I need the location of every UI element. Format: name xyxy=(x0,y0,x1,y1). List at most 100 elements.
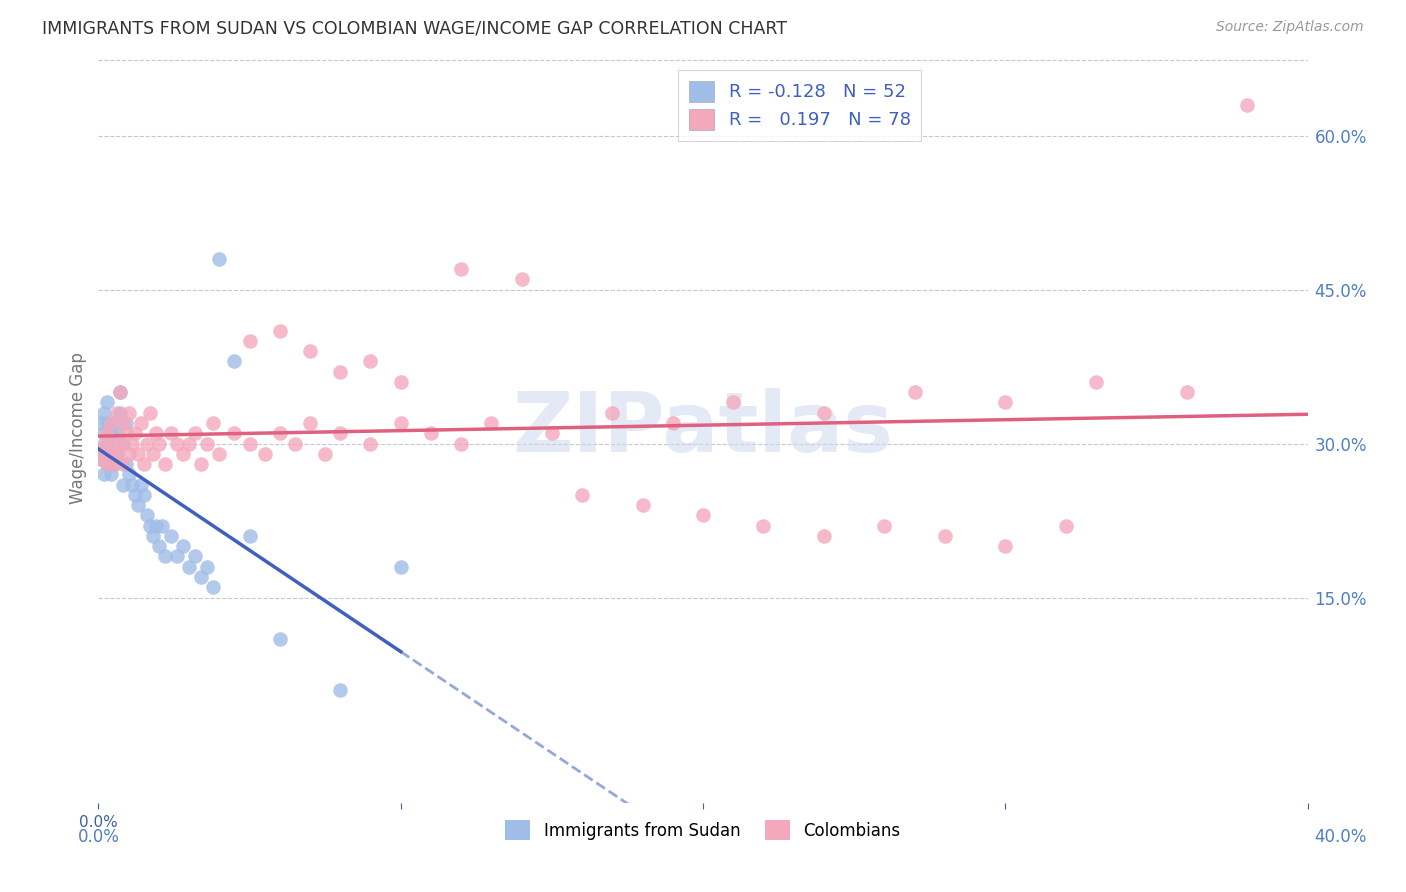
Point xyxy=(195,436,218,450)
Point xyxy=(111,436,134,450)
Point xyxy=(96,457,118,471)
Point xyxy=(111,457,134,471)
Point xyxy=(142,529,165,543)
Point xyxy=(160,529,183,543)
Point xyxy=(450,436,472,450)
Point xyxy=(148,539,170,553)
Legend: Immigrants from Sudan, Colombians: Immigrants from Sudan, Colombians xyxy=(499,814,907,847)
Point xyxy=(108,385,131,400)
Point xyxy=(184,549,207,564)
Point xyxy=(124,488,146,502)
Point xyxy=(148,436,170,450)
Point xyxy=(105,447,128,461)
Point xyxy=(93,447,115,461)
Point xyxy=(103,457,125,471)
Text: ZIPatlas: ZIPatlas xyxy=(513,388,893,468)
Point xyxy=(132,457,155,471)
Point xyxy=(571,488,593,502)
Point xyxy=(108,406,131,420)
Point xyxy=(93,436,115,450)
Point xyxy=(93,447,115,461)
Point xyxy=(166,549,188,564)
Point xyxy=(934,529,956,543)
Point xyxy=(195,559,218,574)
Point xyxy=(1054,518,1077,533)
Point xyxy=(108,385,131,400)
Text: 40.0%: 40.0% xyxy=(1315,828,1367,846)
Point xyxy=(93,467,115,482)
Point xyxy=(105,447,128,461)
Point xyxy=(1236,98,1258,112)
Point xyxy=(661,416,683,430)
Point xyxy=(118,447,141,461)
Point xyxy=(208,252,231,266)
Point xyxy=(269,632,291,646)
Point xyxy=(190,570,212,584)
Point xyxy=(904,385,927,400)
Point xyxy=(121,436,143,450)
Text: Source: ZipAtlas.com: Source: ZipAtlas.com xyxy=(1216,20,1364,34)
Point xyxy=(172,447,194,461)
Point xyxy=(314,447,336,461)
Point xyxy=(420,426,443,441)
Point xyxy=(873,518,896,533)
Point xyxy=(1085,375,1108,389)
Point xyxy=(631,498,654,512)
Point xyxy=(190,457,212,471)
Point xyxy=(389,375,412,389)
Point xyxy=(145,426,167,441)
Point xyxy=(299,344,322,359)
Point xyxy=(105,406,128,420)
Point xyxy=(752,518,775,533)
Point xyxy=(239,436,262,450)
Point xyxy=(224,426,246,441)
Point xyxy=(166,436,188,450)
Point xyxy=(172,539,194,553)
Point xyxy=(540,426,562,441)
Point xyxy=(284,436,307,450)
Point xyxy=(602,406,624,420)
Point xyxy=(111,416,134,430)
Point xyxy=(96,436,118,450)
Point xyxy=(135,436,157,450)
Point xyxy=(1175,385,1198,400)
Point xyxy=(93,406,115,420)
Point xyxy=(450,262,472,277)
Point xyxy=(96,395,118,409)
Point xyxy=(114,426,136,441)
Point xyxy=(692,508,714,523)
Point xyxy=(202,580,225,594)
Point xyxy=(142,447,165,461)
Point xyxy=(129,477,152,491)
Text: 0.0%: 0.0% xyxy=(77,828,120,846)
Point xyxy=(132,488,155,502)
Point xyxy=(124,426,146,441)
Point xyxy=(360,436,382,450)
Point xyxy=(723,395,745,409)
Point xyxy=(114,457,136,471)
Point xyxy=(239,334,262,348)
Point xyxy=(389,559,412,574)
Point xyxy=(481,416,503,430)
Point xyxy=(160,426,183,441)
Point xyxy=(184,426,207,441)
Point xyxy=(135,508,157,523)
Point xyxy=(994,395,1017,409)
Point xyxy=(253,447,276,461)
Point xyxy=(389,416,412,430)
Point xyxy=(329,426,352,441)
Point xyxy=(103,436,125,450)
Point xyxy=(360,354,382,368)
Point xyxy=(127,447,149,461)
Point xyxy=(299,416,322,430)
Point xyxy=(100,416,122,430)
Point xyxy=(111,477,134,491)
Point xyxy=(90,452,112,467)
Point xyxy=(90,452,112,467)
Point xyxy=(329,682,352,697)
Point xyxy=(103,457,125,471)
Point xyxy=(269,426,291,441)
Point xyxy=(813,406,835,420)
Point xyxy=(96,416,118,430)
Point xyxy=(208,447,231,461)
